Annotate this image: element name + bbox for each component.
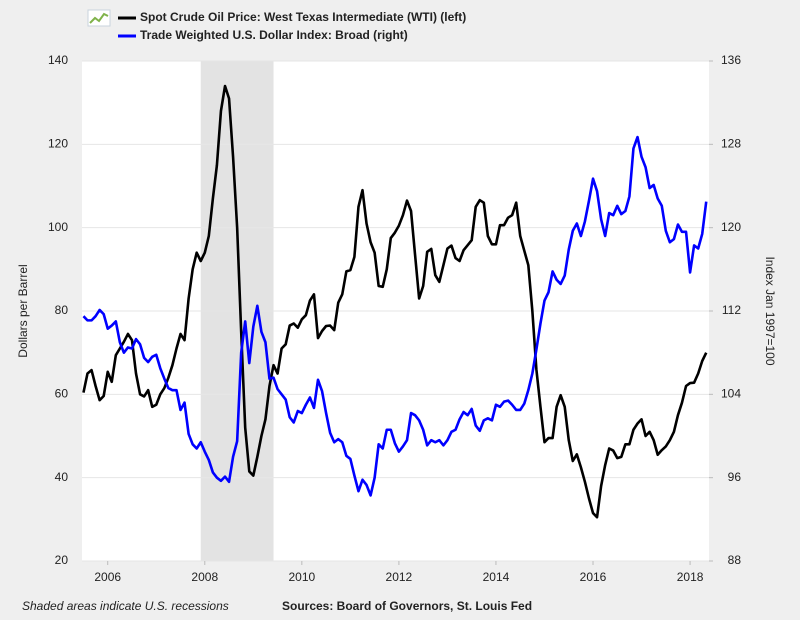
y2-tick-label: 136 — [721, 53, 741, 67]
logo-line — [89, 12, 109, 24]
y-tick-label: 40 — [55, 470, 69, 484]
x-tick-label: 2006 — [94, 570, 121, 584]
legend-label: Trade Weighted U.S. Dollar Index: Broad … — [140, 28, 408, 42]
y-tick-label: 60 — [55, 387, 69, 401]
y-tick-label: 140 — [48, 53, 68, 67]
y2-tick-label: 120 — [721, 220, 741, 234]
y2-tick-label: 96 — [728, 470, 742, 484]
x-tick-label: 2010 — [288, 570, 315, 584]
y2-tick-label: 112 — [722, 303, 741, 317]
source: Sources: Board of Governors, St. Louis F… — [282, 599, 532, 613]
y2-tick-label: 104 — [721, 387, 741, 401]
y2-tick-label: 88 — [728, 553, 742, 567]
y-tick-label: 120 — [48, 137, 68, 151]
logo-icon — [87, 9, 111, 27]
legend-label: Spot Crude Oil Price: West Texas Interme… — [140, 10, 466, 24]
y2-tick-label: 128 — [721, 137, 741, 151]
x-tick-label: 2018 — [677, 570, 704, 584]
series-line — [82, 84, 708, 519]
x-tick-label: 2016 — [580, 570, 607, 584]
footnote: Shaded areas indicate U.S. recessions — [22, 599, 229, 613]
y-axis-title: Dollars per Barrel — [16, 264, 30, 357]
y-tick-label: 100 — [48, 220, 68, 234]
logo-frame — [87, 9, 111, 27]
x-tick-label: 2012 — [386, 570, 413, 584]
x-tick-label: 2008 — [191, 570, 218, 584]
y-tick-label: 80 — [55, 303, 69, 317]
series-line — [82, 135, 708, 497]
y2-axis-title: Index Jan 1997=100 — [763, 256, 777, 365]
x-tick-label: 2014 — [483, 570, 510, 584]
y-tick-label: 20 — [55, 553, 69, 567]
